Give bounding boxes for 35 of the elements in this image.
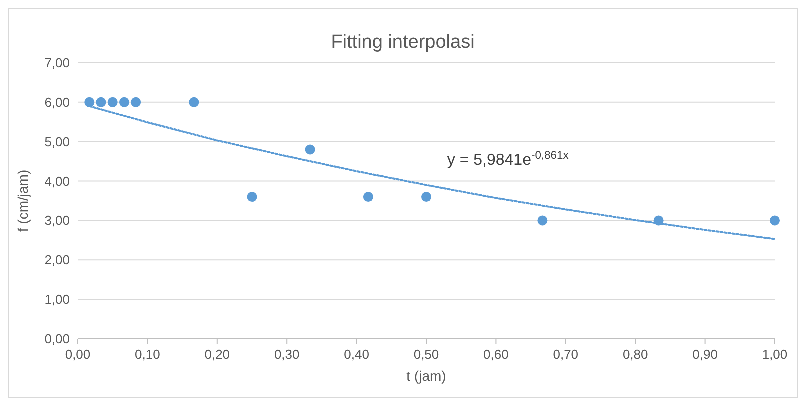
chart-title: Fitting interpolasi <box>331 32 475 53</box>
y-tick-label: 4,00 <box>44 174 70 189</box>
point <box>189 97 200 108</box>
y-tick-label: 5,00 <box>44 134 70 150</box>
x-axis-title: t (jam) <box>406 368 446 384</box>
y-tick-label: 7,00 <box>44 56 70 70</box>
y-tick-label: 0,00 <box>44 332 70 346</box>
point <box>247 192 258 202</box>
x-tick-label: 0,10 <box>135 347 160 362</box>
x-tick-label: 0,50 <box>414 347 440 362</box>
x-tick-label: 0,00 <box>65 347 91 362</box>
x-tick-label: 0,80 <box>622 347 648 362</box>
point <box>422 192 432 202</box>
y-tick-label: 1,00 <box>44 292 70 308</box>
point <box>108 97 118 108</box>
x-tick-label: 0,30 <box>274 347 300 362</box>
x-tick-label: 0,60 <box>484 347 509 362</box>
point <box>119 97 130 108</box>
point <box>305 144 316 155</box>
x-tick-label: 0,40 <box>344 347 370 362</box>
x-tick-label: 0,70 <box>553 347 579 362</box>
y-tick-label: 3,00 <box>44 213 70 228</box>
annotation: y = 5,9841e$^{-0,861x}$ <box>447 150 570 170</box>
y-tick-label: 2,00 <box>44 252 70 268</box>
point <box>84 97 95 108</box>
point <box>363 192 374 202</box>
point <box>538 216 548 226</box>
point <box>131 97 142 108</box>
y-axis-title: f (cm/jam) <box>15 170 31 232</box>
y-tick-label: 6,00 <box>44 94 70 110</box>
point <box>96 97 106 108</box>
x-tick-label: 0,90 <box>692 347 718 362</box>
x-tick-label: 1,00 <box>762 347 788 362</box>
x-tick-label: 0,20 <box>204 347 230 362</box>
point <box>770 216 780 226</box>
